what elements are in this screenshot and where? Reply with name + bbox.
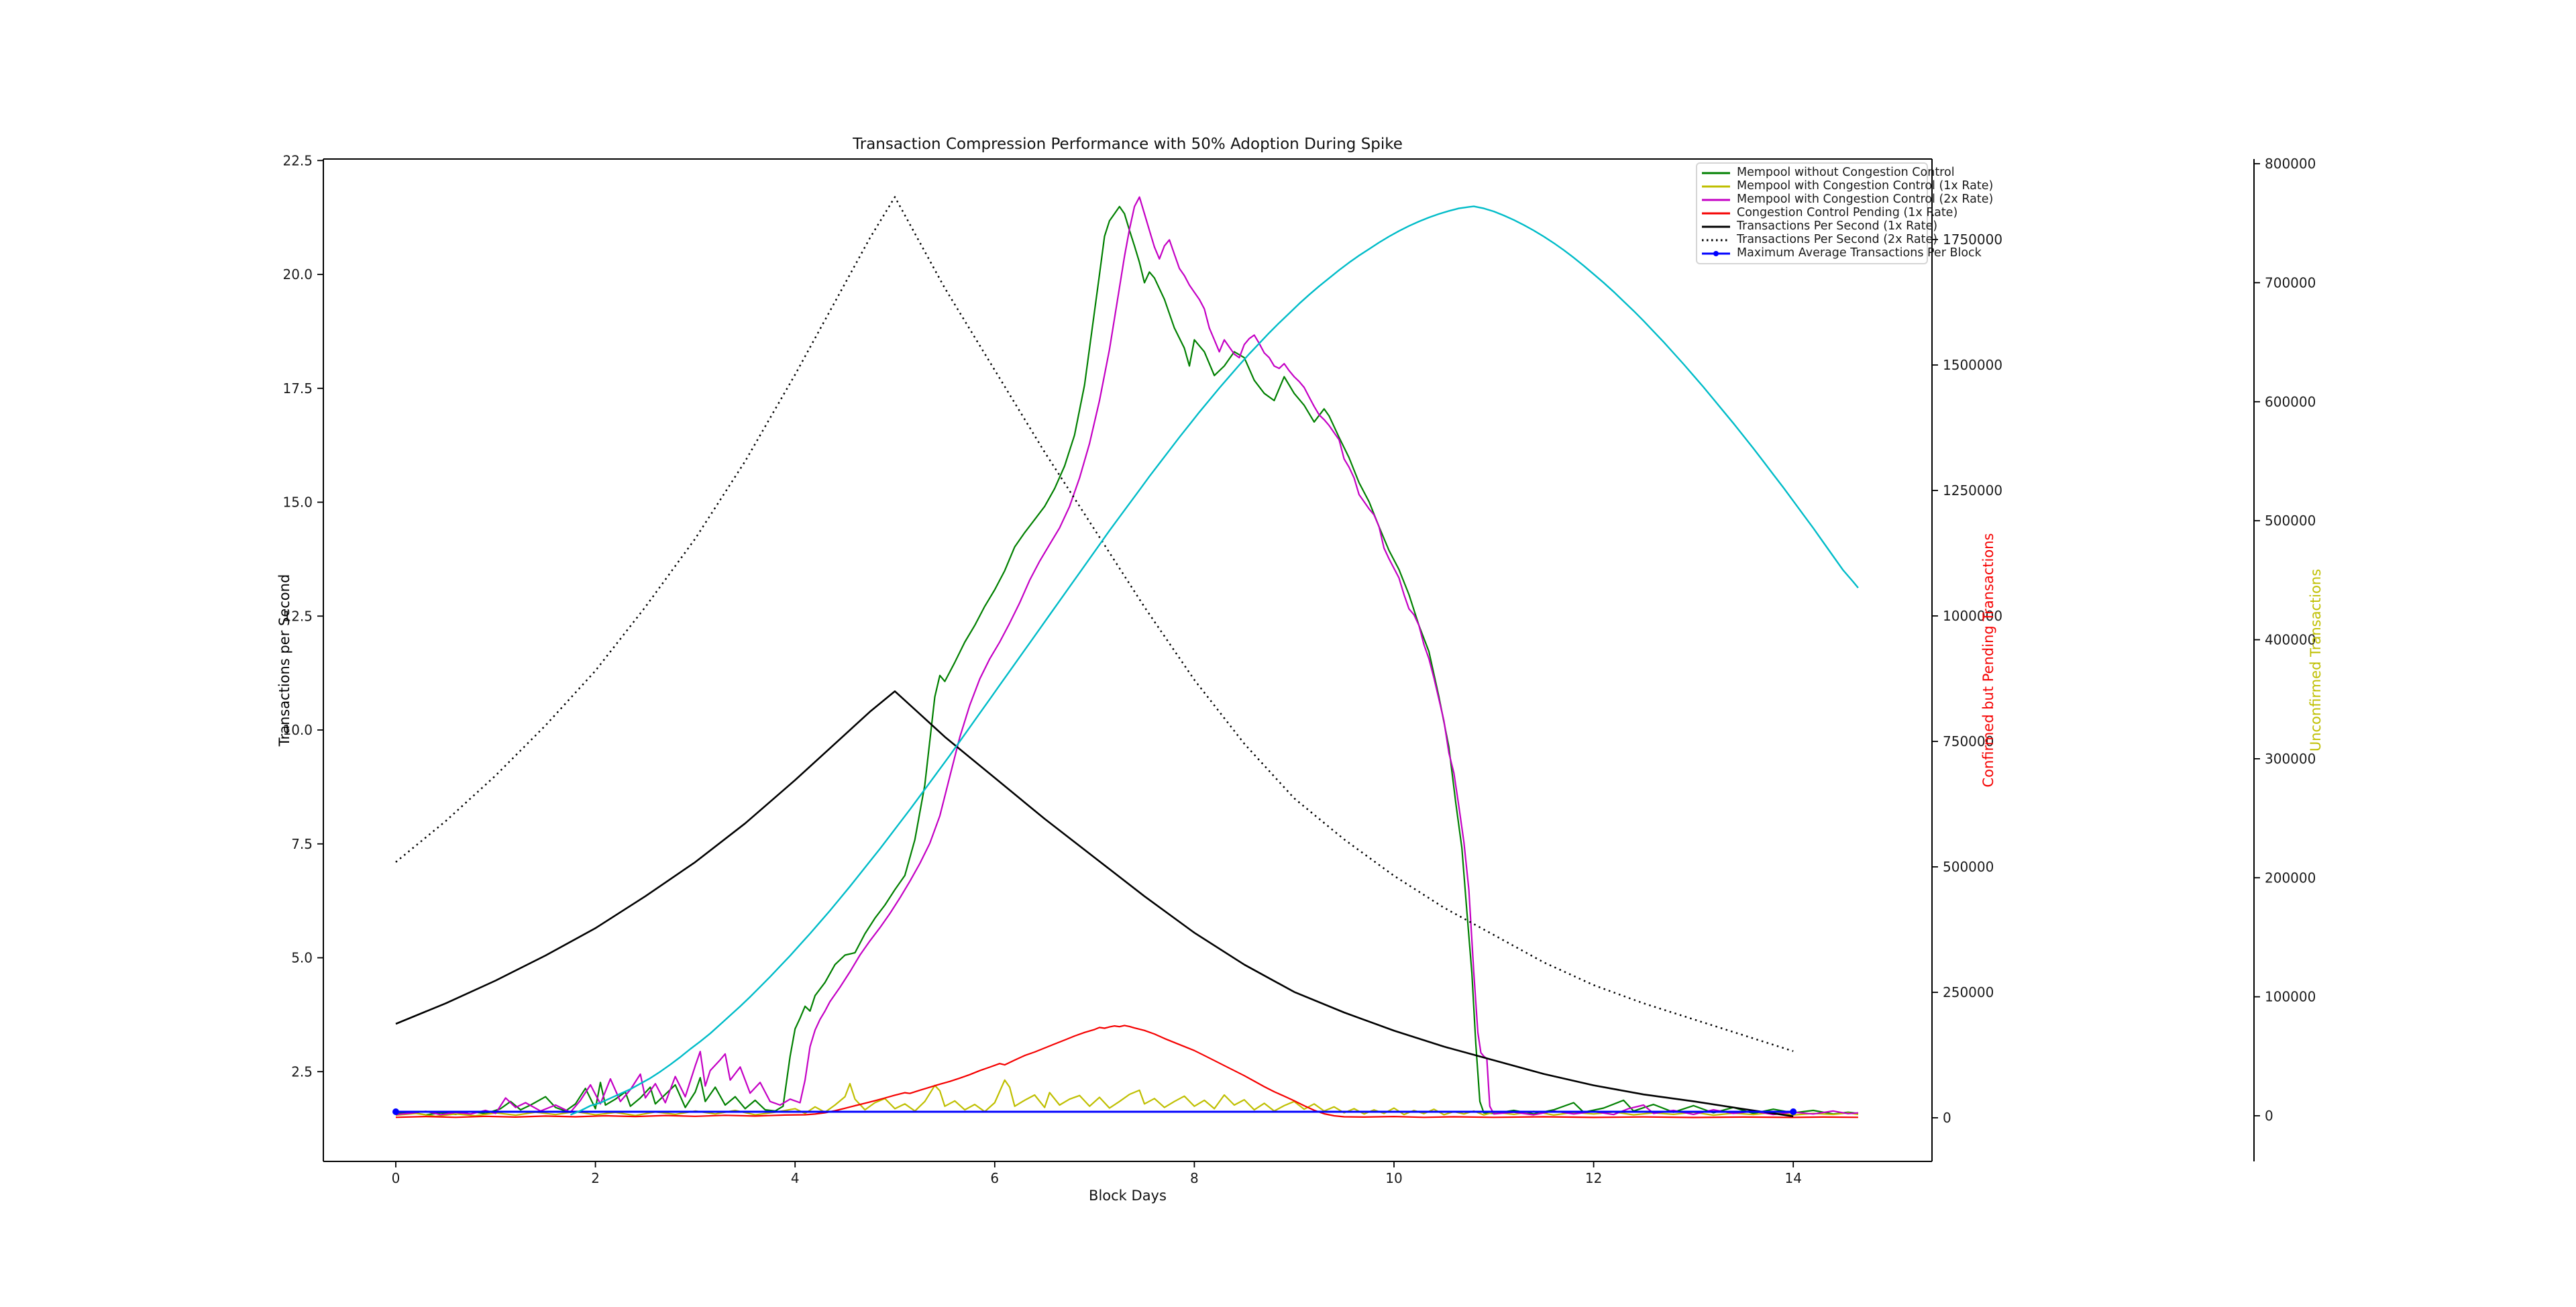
y-unconfirmed-axis-label: Unconfirmed Transactions [2308, 568, 2324, 752]
legend-item: Mempool with Congestion Control (2x Rate… [1701, 194, 1993, 207]
y-unconfirmed-tick-label: 0 [2265, 1108, 2273, 1124]
legend-swatch-solid [1702, 225, 1730, 228]
series-endpoint-marker [1790, 1108, 1797, 1116]
y-left-tick-label: 17.5 [282, 380, 313, 397]
y-left-tick-label: 5.0 [291, 950, 313, 966]
series-transactions-per-second-1x-rate- [395, 690, 1794, 1118]
legend-item: Maximum Average Transactions Per Block [1701, 248, 1982, 260]
series-endpoint-marker [392, 1108, 399, 1116]
y-unconfirmed-tick-label: 700000 [2265, 274, 2316, 291]
y-unconfirmed-tick-label: 800000 [2265, 156, 2316, 172]
legend-swatch-solid [1702, 199, 1730, 201]
legend-swatch-solid [1702, 172, 1730, 174]
legend-label: Mempool with Congestion Control (1x Rate… [1737, 179, 1994, 193]
legend-label: Mempool without Congestion Control [1737, 166, 1955, 180]
legend-item: Mempool without Congestion Control [1701, 167, 1955, 180]
legend-item: Congestion Control Pending (1x Rate) [1701, 207, 1957, 220]
legend-swatch-solid [1702, 212, 1730, 215]
series-transactions-per-second-2x-rate- [395, 196, 1794, 1052]
y-left-tick-label: 12.5 [282, 608, 313, 624]
legend-swatch-solid [1702, 185, 1730, 188]
series-mempool-with-congestion-control-2x-rate- [395, 196, 1858, 1116]
legend-item: Transactions Per Second (2x Rate) [1701, 234, 1937, 247]
y-left-axis-label: Transactions per Second [276, 574, 292, 747]
x-tick-label: 10 [1385, 1170, 1402, 1186]
x-tick-label: 14 [1784, 1170, 1801, 1186]
legend: Mempool without Congestion Control Mempoo… [1696, 162, 1993, 264]
series-group [392, 196, 1859, 1118]
x-tick-label: 2 [591, 1170, 600, 1186]
x-tick-label: 8 [1190, 1170, 1199, 1186]
x-tick-label: 0 [392, 1170, 400, 1186]
y-unconfirmed-tick-label: 400000 [2265, 632, 2316, 648]
y-left-tick-label: 22.5 [282, 152, 313, 168]
chart-title: Transaction Compression Performance with… [853, 136, 1403, 153]
y-pending-tick-label: 1750000 [1943, 231, 2002, 248]
x-tick-label: 12 [1585, 1170, 1602, 1186]
legend-label: Mempool with Congestion Control (2x Rate… [1737, 193, 1994, 207]
x-tick-label: 4 [791, 1170, 800, 1186]
y-pending-tick-label: 1000000 [1943, 608, 2002, 624]
y-unconfirmed-tick-label: 200000 [2265, 870, 2316, 886]
y-pending-tick-label: 500000 [1943, 859, 1994, 875]
y-pending-axis-label: Confirmed but Pending Transactions [1980, 533, 1996, 788]
x-axis-label: Block Days [1089, 1188, 1167, 1204]
y-pending-tick-label: 0 [1943, 1110, 1951, 1126]
series-mempool-without-congestion-control [395, 205, 1859, 1116]
y-unconfirmed-tick-label: 600000 [2265, 394, 2316, 410]
series-unlabeled-cyan- [570, 205, 1859, 1116]
legend-swatch-solid_marker [1702, 251, 1730, 256]
y-pending-tick-label: 750000 [1943, 733, 1994, 749]
series-congestion-control-pending-1x-rate- [395, 1025, 1858, 1118]
legend-label: Maximum Average Transactions Per Block [1737, 246, 1982, 260]
x-tick-label: 6 [990, 1170, 999, 1186]
y-pending-tick-label: 1500000 [1943, 357, 2002, 373]
legend-label: Transactions Per Second (1x Rate) [1737, 219, 1938, 233]
legend-swatch-dotted [1702, 239, 1730, 242]
y-left-tick-label: 2.5 [291, 1063, 313, 1080]
y-left-tick-label: 20.0 [282, 266, 313, 282]
legend-item: Transactions Per Second (1x Rate) [1701, 221, 1937, 233]
y-unconfirmed-tick-label: 500000 [2265, 513, 2316, 529]
legend-item: Mempool with Congestion Control (1x Rate… [1701, 180, 1993, 193]
y-unconfirmed-tick-label: 300000 [2265, 751, 2316, 767]
y-unconfirmed-tick-label: 100000 [2265, 989, 2316, 1005]
legend-label: Congestion Control Pending (1x Rate) [1737, 206, 1958, 220]
y-pending-tick-label: 1250000 [1943, 482, 2002, 499]
y-left-tick-label: 7.5 [291, 836, 313, 852]
legend-label: Transactions Per Second (2x Rate) [1737, 233, 1938, 247]
y-left-tick-label: 10.0 [282, 722, 313, 738]
y-left-tick-label: 15.0 [282, 494, 313, 511]
y-pending-tick-label: 250000 [1943, 984, 1994, 1000]
